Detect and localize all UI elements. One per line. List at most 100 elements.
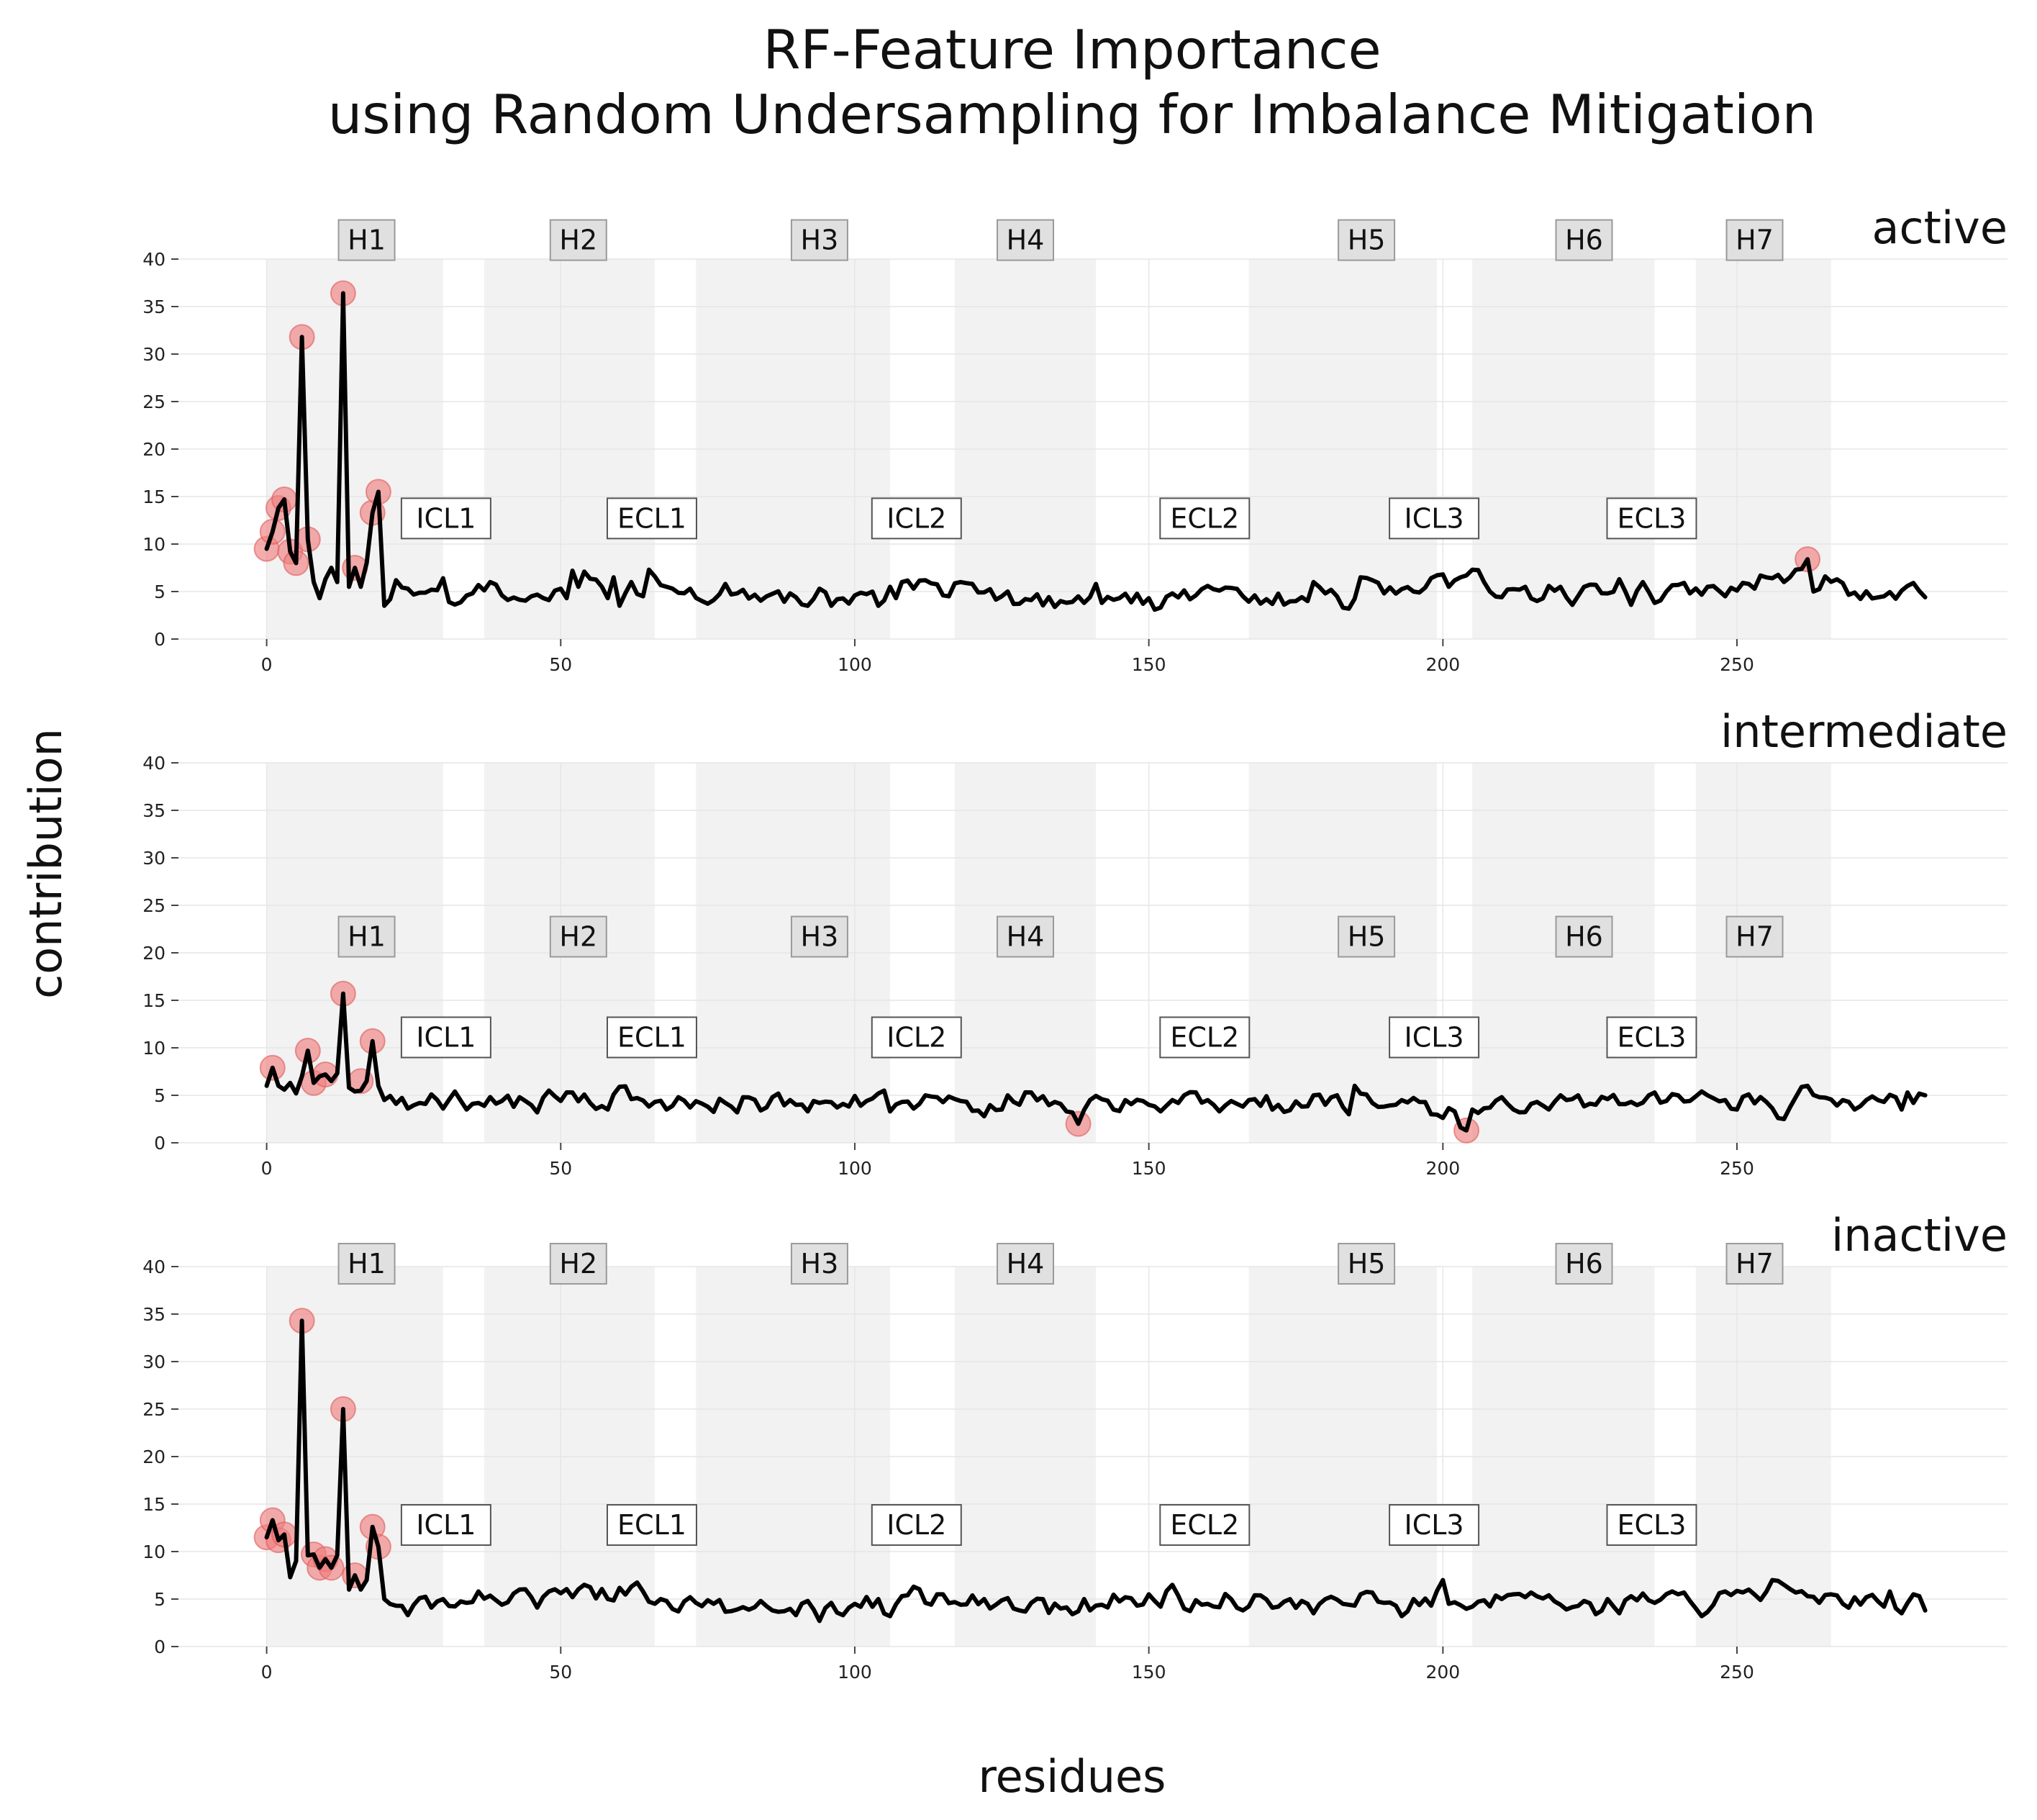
loop-label-box-ecl1 <box>606 1504 697 1547</box>
helix-label-box-h3 <box>790 1243 848 1285</box>
chart-title-line-2: using Random Undersampling for Imbalance… <box>328 83 1816 146</box>
y-tick-label: 40 <box>142 753 165 774</box>
y-tick-label: 25 <box>142 391 165 412</box>
helix-label-h5: H5 <box>1348 1248 1386 1280</box>
helix-label-box-h6 <box>1555 1243 1613 1285</box>
helix-label-box-h6 <box>1555 219 1613 261</box>
helix-label-box-h7 <box>1725 1243 1784 1285</box>
helix-label-h5: H5 <box>1348 225 1386 256</box>
panel-title-active: active <box>1872 202 2007 254</box>
x-tick-label: 50 <box>549 654 572 675</box>
loop-label-ecl3: ECL3 <box>1618 1021 1687 1053</box>
panel-inactive: 0 5 10 15 20 25 30 35 40 0 50 100 150 200 250 inactive H… <box>142 1209 2007 1683</box>
loop-label-ecl2: ECL2 <box>1170 1021 1239 1053</box>
y-tick-label: 0 <box>154 1636 165 1657</box>
x-tick-label: 200 <box>1425 1662 1460 1683</box>
loop-label-ecl1: ECL1 <box>617 1021 686 1053</box>
y-tick-label: 10 <box>142 1541 165 1562</box>
y-tick-label: 35 <box>142 296 165 317</box>
loop-label-ecl1: ECL1 <box>617 1509 686 1541</box>
series-line-active <box>264 291 1928 612</box>
helix-label-h7: H7 <box>1736 1248 1774 1280</box>
helix-label-h4: H4 <box>1007 921 1045 953</box>
x-tick-label: 100 <box>838 1662 872 1683</box>
x-tick-label: 0 <box>261 654 273 675</box>
loop-label-box-icl3 <box>1389 1504 1480 1547</box>
helix-label-box-h7 <box>1725 219 1784 261</box>
panel-title-inactive: inactive <box>1831 1209 2007 1262</box>
loop-label-box-ecl2 <box>1159 1504 1251 1547</box>
x-tick-label: 150 <box>1132 654 1166 675</box>
helix-label-h2: H2 <box>559 1248 597 1280</box>
y-tick-label: 40 <box>142 249 165 270</box>
helix-label-box-h1 <box>337 915 396 958</box>
helix-label-box-h2 <box>549 915 607 958</box>
helix-label-h6: H6 <box>1565 1248 1603 1280</box>
helix-label-h4: H4 <box>1007 225 1045 256</box>
y-tick-label: 0 <box>154 629 165 650</box>
x-axis-label: residues <box>979 1750 1166 1803</box>
y-tick-label: 20 <box>142 943 165 964</box>
x-tick-label: 150 <box>1132 1158 1166 1179</box>
loop-label-ecl2: ECL2 <box>1170 502 1239 534</box>
loop-label-box-icl1 <box>400 1504 491 1547</box>
helix-label-h2: H2 <box>559 921 597 953</box>
loop-label-icl1: ICL1 <box>416 1509 476 1541</box>
loop-label-icl3: ICL3 <box>1405 1021 1464 1053</box>
helix-label-h1: H1 <box>348 1248 386 1280</box>
loop-label-box-ecl3 <box>1606 1504 1697 1547</box>
helix-label-h2: H2 <box>559 225 597 256</box>
y-tick-label: 40 <box>142 1257 165 1277</box>
helix-label-h7: H7 <box>1736 225 1774 256</box>
helix-label-box-h1 <box>337 1243 396 1285</box>
loop-label-box-icl3 <box>1389 1016 1480 1059</box>
y-tick-label: 30 <box>142 848 165 869</box>
helix-label-box-h3 <box>790 219 848 261</box>
y-tick-label: 35 <box>142 800 165 821</box>
helix-label-box-h4 <box>997 1243 1055 1285</box>
y-tick-label: 30 <box>142 1352 165 1372</box>
loop-label-icl3: ICL3 <box>1405 502 1464 534</box>
chart-title-line-1: RF-Feature Importance <box>763 18 1381 81</box>
helix-label-box-h5 <box>1338 219 1396 261</box>
loop-label-icl3: ICL3 <box>1405 1509 1464 1541</box>
y-tick-label: 15 <box>142 486 165 507</box>
series-line-intermediate <box>264 991 1928 1133</box>
y-tick-label: 25 <box>142 1399 165 1420</box>
loop-label-box-ecl2 <box>1159 1016 1251 1059</box>
loop-label-box-ecl3 <box>1606 497 1697 540</box>
y-tick-label: 0 <box>154 1133 165 1154</box>
helix-label-h6: H6 <box>1565 921 1603 953</box>
loop-label-box-ecl2 <box>1159 497 1251 540</box>
helix-label-box-h2 <box>549 219 607 261</box>
loop-label-box-icl2 <box>871 1504 962 1547</box>
y-tick-label: 20 <box>142 1447 165 1467</box>
loop-label-ecl3: ECL3 <box>1618 502 1687 534</box>
loop-label-icl2: ICL2 <box>886 502 946 534</box>
helix-label-h3: H3 <box>801 225 839 256</box>
x-tick-label: 250 <box>1720 1158 1754 1179</box>
helix-label-box-h4 <box>997 915 1055 958</box>
x-tick-label: 0 <box>261 1158 273 1179</box>
panel-title-intermediate: intermediate <box>1720 705 2007 758</box>
helix-label-h4: H4 <box>1007 1248 1045 1280</box>
y-tick-label: 25 <box>142 895 165 916</box>
helix-label-h7: H7 <box>1736 921 1774 953</box>
loop-label-ecl1: ECL1 <box>617 502 686 534</box>
panel-active: 0 5 10 15 20 25 30 35 40 0 50 100 150 200 250 active H1 H… <box>142 202 2007 675</box>
loop-label-box-ecl1 <box>606 497 697 540</box>
helix-label-h3: H3 <box>801 921 839 953</box>
loop-label-box-ecl3 <box>1606 1016 1697 1059</box>
loop-label-icl1: ICL1 <box>416 1021 476 1053</box>
loop-label-ecl2: ECL2 <box>1170 1509 1239 1541</box>
y-tick-label: 15 <box>142 1494 165 1515</box>
x-tick-label: 100 <box>838 654 872 675</box>
helix-label-box-h4 <box>997 219 1055 261</box>
loop-label-ecl3: ECL3 <box>1618 1509 1687 1541</box>
helix-label-h3: H3 <box>801 1248 839 1280</box>
series-line-inactive <box>264 1318 1928 1624</box>
helix-label-box-h3 <box>790 915 848 958</box>
helix-label-h6: H6 <box>1565 225 1603 256</box>
x-tick-label: 200 <box>1425 654 1460 675</box>
